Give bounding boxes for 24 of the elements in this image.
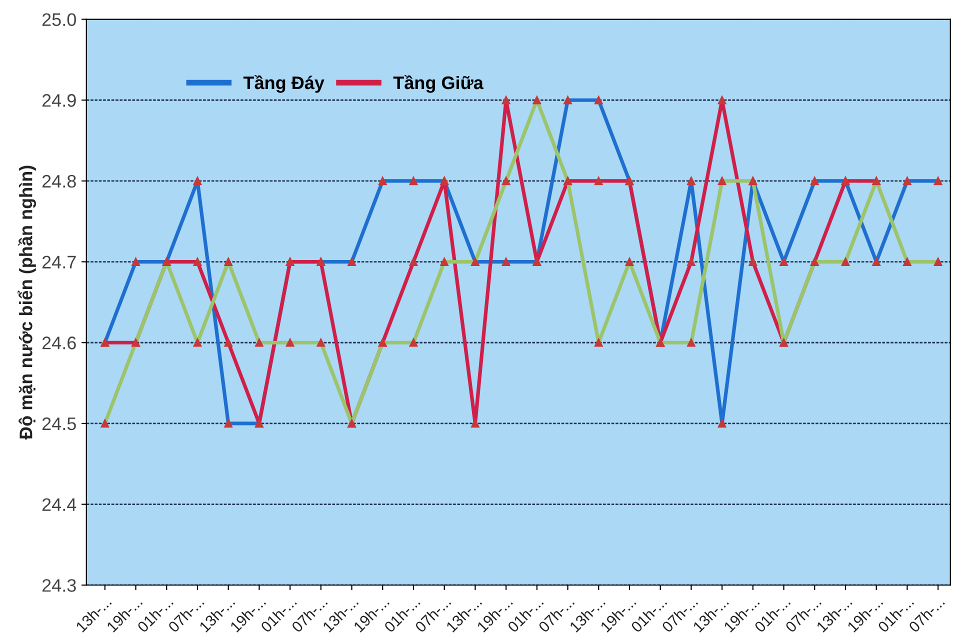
point (193, 258, 202, 266)
point (872, 176, 881, 186)
y-axis-title: Độ mặn nước biển (phần nghìn) (18, 166, 36, 440)
point (564, 176, 572, 186)
point (780, 338, 788, 347)
point (594, 176, 603, 186)
y-tick-label: 24.4 (42, 498, 76, 511)
legend-label: Tầng Giữa (393, 75, 484, 93)
y-tick-label: 24.5 (42, 417, 76, 430)
point (409, 258, 418, 266)
y-tick-label: 25.0 (42, 13, 76, 26)
legend-label: Tầng Đáy (243, 75, 324, 93)
point (718, 96, 726, 104)
y-tick-label: 24.8 (42, 174, 76, 188)
y-tick-label: 24.7 (42, 256, 76, 268)
y-tick-label: 24.6 (42, 336, 76, 350)
point (502, 96, 510, 104)
point (224, 338, 233, 347)
y-tick-label: 24.3 (42, 579, 76, 592)
point (471, 419, 480, 428)
y-tick-label: 24.9 (42, 94, 76, 107)
point (748, 258, 758, 266)
point (687, 258, 696, 266)
point (810, 258, 819, 266)
